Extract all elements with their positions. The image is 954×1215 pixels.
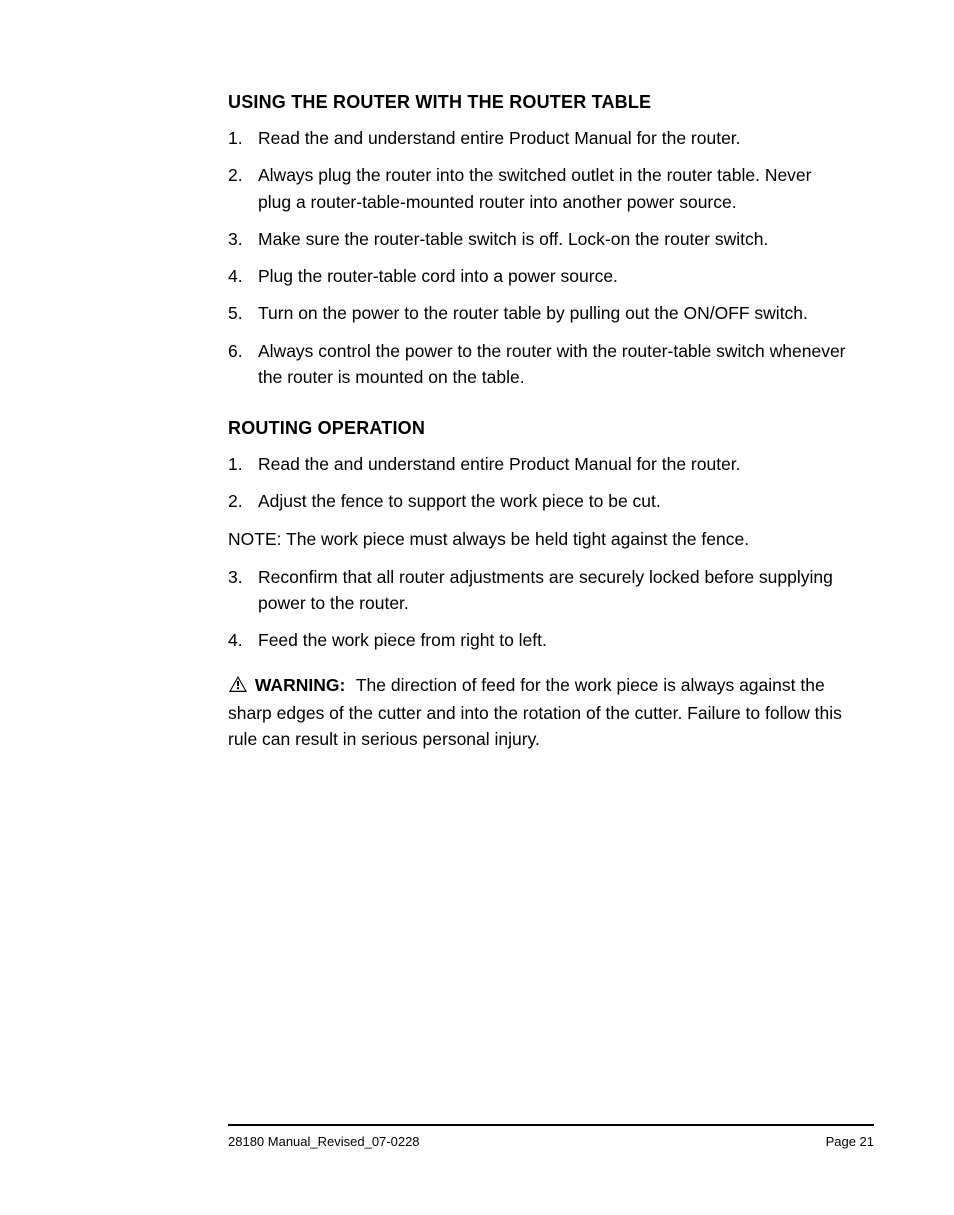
section-2-list-b: Reconfirm that all router adjustments ar… <box>228 564 846 654</box>
list-item: Always control the power to the router w… <box>228 338 846 391</box>
page-content: USING THE ROUTER WITH THE ROUTER TABLE R… <box>0 0 954 752</box>
footer-divider <box>228 1124 874 1126</box>
list-item: Turn on the power to the router table by… <box>228 300 846 326</box>
section-2-heading: ROUTING OPERATION <box>228 418 846 439</box>
list-item: Make sure the router-table switch is off… <box>228 226 846 252</box>
footer-right-text: Page 21 <box>826 1134 874 1149</box>
list-item: Read the and understand entire Product M… <box>228 451 846 477</box>
list-item: Always plug the router into the switched… <box>228 162 846 215</box>
warning-label: WARNING: <box>255 675 345 695</box>
list-item: Feed the work piece from right to left. <box>228 627 846 653</box>
list-item: Read the and understand entire Product M… <box>228 125 846 151</box>
page-footer: 28180 Manual_Revised_07-0228 Page 21 <box>228 1124 874 1149</box>
list-item: Plug the router-table cord into a power … <box>228 263 846 289</box>
footer-row: 28180 Manual_Revised_07-0228 Page 21 <box>228 1134 874 1149</box>
warning-triangle-icon <box>228 674 248 700</box>
section-2-list-a: Read the and understand entire Product M… <box>228 451 846 515</box>
section-1-list: Read the and understand entire Product M… <box>228 125 846 390</box>
warning-block: WARNING: The direction of feed for the w… <box>228 672 846 753</box>
footer-left-text: 28180 Manual_Revised_07-0228 <box>228 1134 420 1149</box>
note-text: NOTE: The work piece must always be held… <box>228 526 846 552</box>
list-item: Adjust the fence to support the work pie… <box>228 488 846 514</box>
list-item: Reconfirm that all router adjustments ar… <box>228 564 846 617</box>
section-1-heading: USING THE ROUTER WITH THE ROUTER TABLE <box>228 92 846 113</box>
